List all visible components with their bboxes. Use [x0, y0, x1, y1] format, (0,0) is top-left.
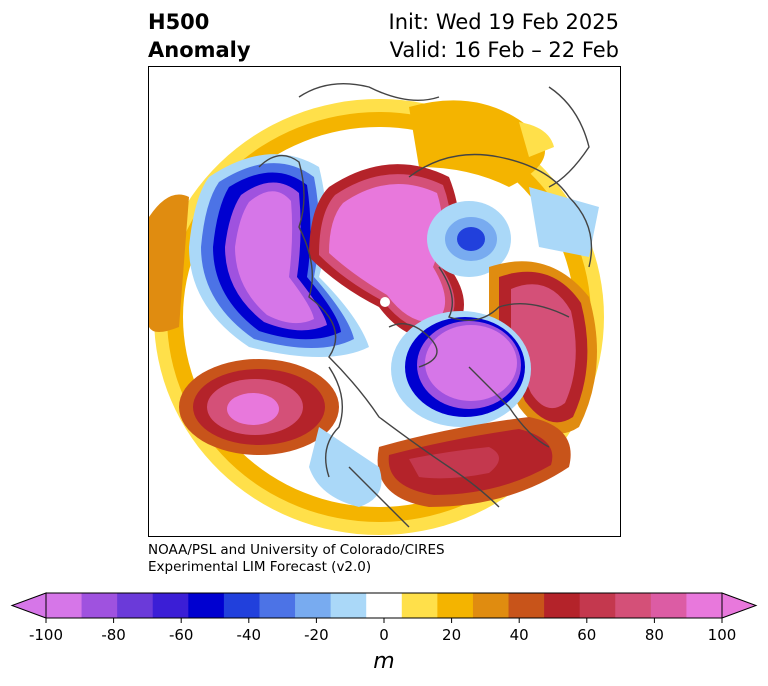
colorbar-cell: [615, 593, 652, 618]
colorbar-tick-label: -40: [236, 626, 262, 644]
colorbar-cell: [544, 593, 581, 618]
colorbar-cell: [686, 593, 723, 618]
colorbar-cell: [81, 593, 118, 618]
coastlines: [258, 82, 593, 528]
colorbar-cell: [366, 593, 403, 618]
colorbar-unit: m: [373, 649, 395, 674]
colorbar-tick-label: -80: [101, 626, 126, 644]
title-variable: H500: [148, 10, 210, 34]
colorbar-tick-label: -20: [304, 626, 329, 644]
colorbar-tick-label: 20: [442, 626, 462, 644]
colorbar-cell: [330, 593, 367, 618]
colorbar-cell: [188, 593, 225, 618]
title-right: Init: Wed 19 Feb 2025 Valid: 16 Feb – 22…: [389, 8, 619, 64]
title-valid: Valid: 16 Feb – 22 Feb: [389, 38, 619, 62]
colorbar-tick-label: 80: [644, 626, 664, 644]
colorbar-cell: [223, 593, 260, 618]
colorbar-extend-high: [721, 592, 758, 619]
colorbar-cell: [437, 593, 474, 618]
colorbar-tick-label: 0: [379, 626, 389, 644]
colorbar-cell: [508, 593, 545, 618]
colorbar-tick-label: 40: [509, 626, 529, 644]
colorbar-tick-label: -100: [28, 626, 64, 644]
colorbar-cell: [472, 593, 510, 618]
credit-line-1: NOAA/PSL and University of Colorado/CIRE…: [148, 542, 445, 558]
anomaly-arctic-high: [309, 164, 464, 339]
colorbar-cell: [117, 593, 154, 618]
map-svg: [149, 82, 604, 535]
colorbar-tick-label: 100: [707, 626, 737, 644]
anomaly-southern-band: [179, 359, 571, 507]
colorbar-cell: [46, 593, 83, 618]
map-panel: [148, 66, 621, 537]
credit: NOAA/PSL and University of Colorado/CIRE…: [148, 542, 445, 576]
colorbar-cell: [401, 593, 438, 618]
colorbar-cell: [259, 593, 296, 618]
title-left: H500 Anomaly: [148, 8, 251, 64]
colorbar-cell: [650, 593, 687, 618]
anomaly-atlantic-low: [391, 311, 531, 427]
title-init: Init: Wed 19 Feb 2025: [388, 10, 619, 34]
colorbar-cell: [579, 593, 616, 618]
colorbar: [10, 592, 758, 623]
colorbar-extend-low: [10, 592, 47, 619]
credit-line-2: Experimental LIM Forecast (v2.0): [148, 559, 372, 575]
north-pole-marker: [380, 297, 390, 307]
colorbar-cell: [152, 593, 189, 618]
colorbar-tick-label: 60: [577, 626, 597, 644]
colorbar-cell: [295, 593, 332, 618]
title-type: Anomaly: [148, 38, 251, 62]
colorbar-tick-label: -60: [168, 626, 194, 644]
anomaly-siberia-low: [427, 187, 599, 277]
